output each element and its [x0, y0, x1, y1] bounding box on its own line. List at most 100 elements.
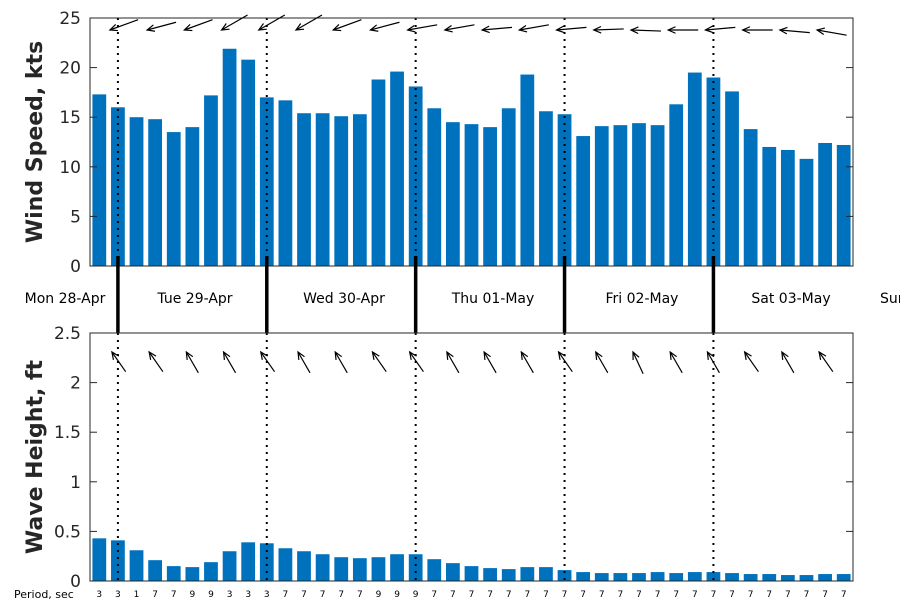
bar	[278, 548, 293, 581]
arrow-head	[557, 350, 566, 360]
arrow-shaft	[630, 29, 661, 32]
arrow-shaft	[744, 351, 759, 373]
bar	[185, 127, 200, 267]
bar	[557, 114, 572, 266]
bar	[166, 132, 181, 266]
arrow-head	[331, 24, 342, 32]
bar	[557, 570, 572, 581]
direction-arrow	[443, 24, 475, 33]
direction-arrow	[520, 350, 534, 374]
period-value: 7	[673, 590, 679, 600]
bar	[390, 71, 404, 266]
bar	[501, 569, 516, 581]
direction-arrow	[781, 350, 795, 374]
period-value: 7	[804, 590, 810, 600]
direction-arrow	[778, 26, 810, 35]
bar	[669, 573, 684, 581]
y-axis-label: Wave Height, ft	[23, 359, 48, 554]
direction-arrow	[334, 350, 348, 374]
direction-arrow	[669, 350, 683, 374]
direction-arrow	[517, 24, 549, 33]
arrow-shaft	[221, 14, 248, 31]
arrow-shaft	[109, 19, 139, 31]
arrow-head	[145, 24, 156, 32]
bar	[111, 540, 125, 581]
period-row-label: Period, sec	[14, 588, 74, 600]
bar	[818, 574, 832, 581]
arrow-head	[369, 24, 379, 32]
arrow-shaft	[816, 29, 847, 36]
period-value: 7	[283, 590, 289, 600]
period-value: 7	[822, 590, 828, 600]
arrow-shaft	[407, 24, 438, 31]
bar	[92, 94, 107, 266]
arrow-head	[334, 350, 343, 361]
bar	[632, 573, 646, 581]
period-value: 9	[189, 590, 195, 600]
arrow-head	[257, 23, 267, 31]
arrow-head	[371, 350, 380, 360]
bar	[315, 554, 330, 581]
arrow-shaft	[519, 24, 549, 31]
bar	[148, 560, 163, 581]
period-value: 7	[320, 590, 326, 600]
arrow-head	[483, 350, 491, 361]
direction-arrow	[222, 350, 237, 374]
direction-arrow	[555, 25, 587, 34]
direction-arrow	[145, 21, 177, 32]
y-tick-label: 25	[59, 9, 81, 29]
arrow-shaft	[295, 14, 323, 31]
arrow-head	[443, 25, 453, 33]
bar	[278, 100, 293, 266]
direction-arrow	[818, 350, 834, 373]
bar	[408, 554, 423, 581]
bar	[297, 113, 311, 266]
bar	[780, 575, 795, 581]
arrow-head	[629, 26, 639, 35]
direction-arrow	[331, 19, 362, 32]
bar	[352, 114, 367, 266]
bar	[576, 136, 591, 266]
period-value: 7	[338, 590, 344, 600]
y-tick-label: 10	[59, 158, 81, 178]
direction-arrow	[220, 14, 248, 31]
arrow-shaft	[632, 351, 644, 375]
arrow-shaft	[593, 28, 624, 31]
period-value: 7	[562, 590, 568, 600]
arrow-head	[220, 23, 230, 31]
direction-arrow	[148, 350, 164, 373]
arrow-head	[480, 25, 490, 34]
bar	[594, 126, 609, 266]
y-tick-label: 0	[70, 572, 81, 592]
day-label: Fri 02-May	[606, 291, 679, 307]
arrow-shaft	[779, 29, 810, 34]
bar	[92, 538, 107, 581]
period-value: 7	[431, 590, 437, 600]
bar	[315, 113, 330, 266]
arrow-head	[446, 350, 454, 361]
bar	[464, 566, 479, 581]
bar	[613, 573, 628, 581]
bar	[446, 122, 460, 266]
arrow-shaft	[446, 351, 460, 374]
period-value: 7	[692, 590, 698, 600]
period-value: 3	[227, 590, 233, 600]
period-value: 7	[636, 590, 642, 600]
bar	[594, 573, 609, 581]
direction-arrow	[111, 350, 127, 373]
y-tick-label: 2.5	[54, 324, 81, 344]
arrow-shaft	[111, 351, 127, 373]
y-tick-label: 1	[70, 473, 81, 493]
bar	[222, 551, 237, 581]
day-label: Tue 29-Apr	[156, 291, 232, 307]
bar	[259, 97, 274, 266]
arrow-head	[259, 350, 268, 360]
bar	[334, 557, 349, 581]
direction-arrow	[297, 350, 311, 374]
period-value: 7	[711, 590, 717, 600]
bar	[818, 142, 832, 266]
period-value: 7	[785, 590, 791, 600]
y-tick-label: 0	[70, 257, 81, 277]
period-value: 7	[301, 590, 307, 600]
bar	[706, 77, 721, 267]
